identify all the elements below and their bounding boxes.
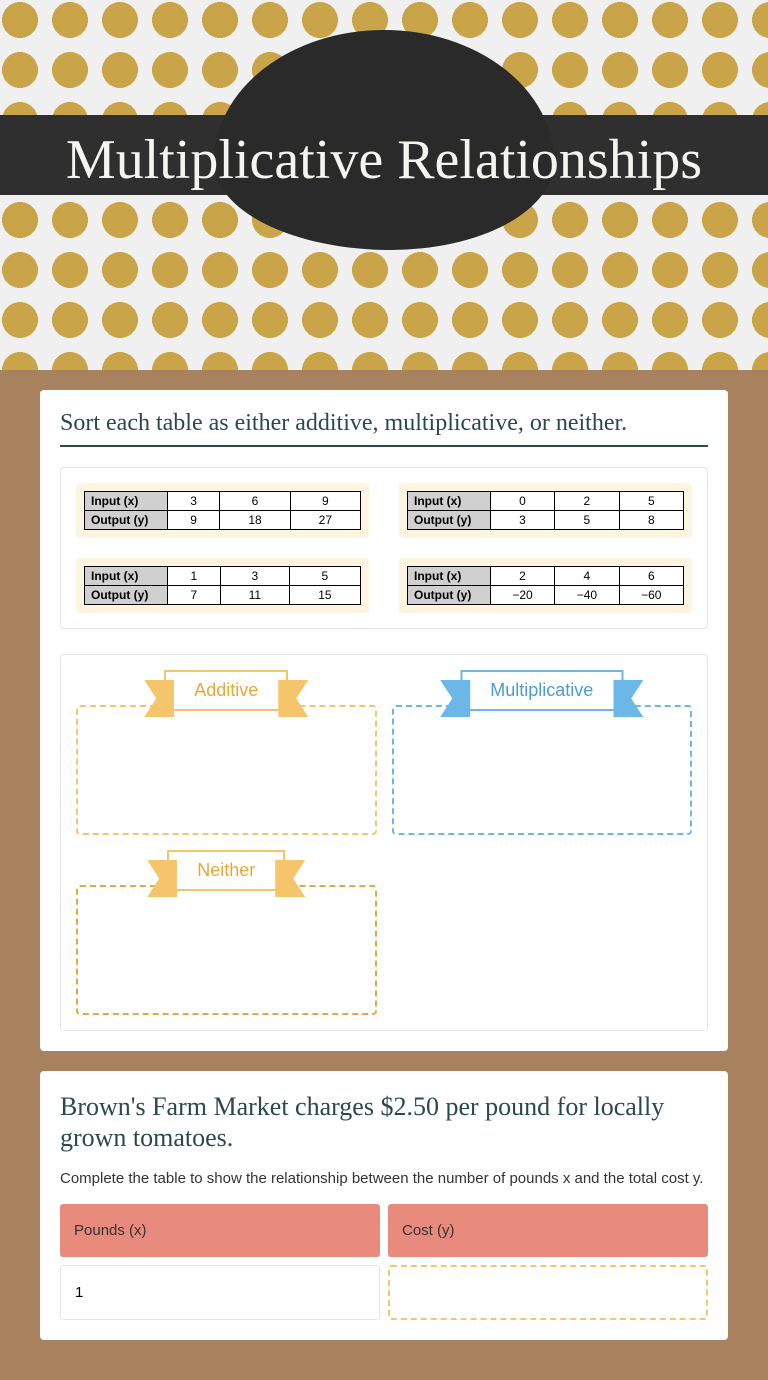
- question-2-subtitle: Complete the table to show the relations…: [60, 1168, 708, 1189]
- table-card-2[interactable]: Input (x)025Output (y)358: [399, 483, 692, 538]
- table-card-4[interactable]: Input (x)246Output (y)−20−40−60: [399, 558, 692, 613]
- table-card-1[interactable]: Input (x)369Output (y)91827: [76, 483, 369, 538]
- neither-drop-zone[interactable]: [76, 885, 377, 1015]
- cost-input-1[interactable]: [388, 1265, 708, 1320]
- multiplicative-label: Multiplicative: [460, 670, 623, 711]
- cost-header: Cost (y): [388, 1204, 708, 1257]
- sort-activity-card: Sort each table as either additive, mult…: [40, 390, 728, 1051]
- answer-table: Pounds (x) Cost (y) 1: [60, 1204, 708, 1320]
- multiplicative-bucket[interactable]: Multiplicative: [392, 670, 693, 835]
- multiplicative-drop-zone[interactable]: [392, 705, 693, 835]
- drop-zones-container: Additive Multiplicative Neither: [60, 654, 708, 1031]
- neither-bucket[interactable]: Neither: [76, 850, 377, 1015]
- additive-drop-zone[interactable]: [76, 705, 377, 835]
- pounds-header: Pounds (x): [60, 1204, 380, 1257]
- page-title: Multiplicative Relationships: [0, 130, 768, 192]
- header-banner: Multiplicative Relationships: [0, 0, 768, 370]
- draggable-tables-container: Input (x)369Output (y)91827 Input (x)025…: [60, 467, 708, 629]
- table-card-3[interactable]: Input (x)135Output (y)71115: [76, 558, 369, 613]
- additive-label: Additive: [164, 670, 288, 711]
- neither-label: Neither: [167, 850, 285, 891]
- question-2-title: Brown's Farm Market charges $2.50 per po…: [60, 1091, 708, 1153]
- pounds-value-1: 1: [60, 1265, 380, 1320]
- additive-bucket[interactable]: Additive: [76, 670, 377, 835]
- instruction-text: Sort each table as either additive, mult…: [60, 410, 708, 447]
- question-2-card: Brown's Farm Market charges $2.50 per po…: [40, 1071, 728, 1340]
